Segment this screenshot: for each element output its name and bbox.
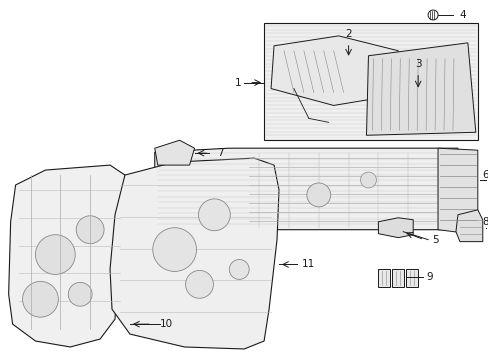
Circle shape (22, 282, 58, 317)
Bar (391, 269, 404, 287)
Text: 4: 4 (459, 10, 466, 20)
Bar (378, 269, 389, 287)
Circle shape (360, 172, 376, 188)
Text: 9: 9 (425, 273, 432, 282)
Circle shape (198, 199, 230, 231)
Text: 5: 5 (431, 235, 438, 245)
Circle shape (185, 270, 213, 298)
Polygon shape (455, 210, 482, 242)
Circle shape (36, 235, 75, 274)
Text: 2: 2 (345, 29, 351, 39)
Circle shape (152, 228, 196, 271)
Text: 1: 1 (234, 78, 241, 87)
Polygon shape (154, 140, 194, 165)
Polygon shape (154, 148, 457, 230)
Bar (406, 269, 417, 287)
Polygon shape (9, 165, 130, 347)
Polygon shape (437, 148, 477, 235)
Text: 8: 8 (481, 217, 488, 227)
Text: 11: 11 (301, 260, 314, 270)
Circle shape (76, 216, 104, 244)
Polygon shape (366, 43, 475, 135)
Circle shape (68, 282, 92, 306)
Circle shape (306, 183, 330, 207)
Text: 7: 7 (217, 148, 224, 158)
Text: 6: 6 (481, 170, 488, 180)
Polygon shape (264, 23, 477, 140)
Polygon shape (378, 218, 412, 238)
Polygon shape (110, 158, 279, 349)
Circle shape (427, 10, 437, 20)
Circle shape (229, 260, 249, 279)
Polygon shape (270, 36, 397, 105)
Text: 10: 10 (160, 319, 172, 329)
Text: 3: 3 (414, 59, 421, 69)
